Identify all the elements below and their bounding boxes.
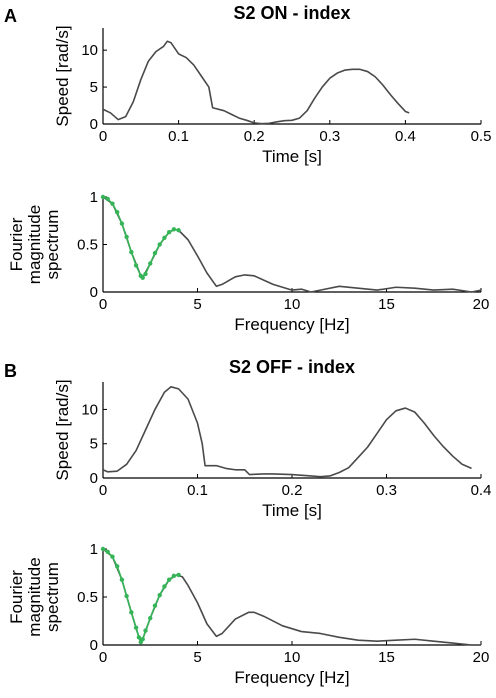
x-tick-label: 20 xyxy=(473,296,490,313)
fit-point xyxy=(124,234,129,240)
y-tick-label: 0 xyxy=(90,284,98,301)
fit-point xyxy=(166,577,172,582)
y-axis-label-line: Fourier xyxy=(7,570,26,624)
fit-point xyxy=(148,615,153,621)
chart-2: 0 5 10 15 20 0 0.5 1 Frequency [Hz] Fourier magnit… xyxy=(7,189,489,334)
panel-letter-b: B xyxy=(4,361,17,381)
chart-1: 0 0.1 0.2 0.3 0.4 0.5 0 5 10 Time [s] Speed [rad/s… xyxy=(53,25,491,166)
x-tick-label: 0.4 xyxy=(395,128,416,145)
panel-letter-a: A xyxy=(4,6,17,26)
series-line-main xyxy=(102,40,410,125)
y-tick-label: 10 xyxy=(81,42,98,59)
fit-point xyxy=(140,275,145,280)
fit-point xyxy=(129,249,134,255)
x-tick-label: 5 xyxy=(193,296,201,313)
fit-point xyxy=(110,201,115,206)
fit-point xyxy=(110,554,115,559)
fit-point xyxy=(152,603,158,608)
y-tick-label: 5 xyxy=(90,436,98,453)
chart-4: 0 5 10 15 20 0 0.5 1 Frequency [Hz] Fourier magnit… xyxy=(7,541,489,687)
x-tick-label: 0.2 xyxy=(244,128,265,145)
y-axis-label-line: Fourier xyxy=(7,217,26,271)
panel-title-a: S2 ON - index xyxy=(233,3,350,23)
y-axis-label: Speed [rad/s] xyxy=(53,25,72,126)
fit-point xyxy=(148,261,153,266)
x-tick-label: 10 xyxy=(284,649,301,666)
y-tick-label: 0 xyxy=(90,637,98,654)
y-tick-label: 0.5 xyxy=(77,589,98,606)
y-tick-label: 10 xyxy=(81,401,98,418)
y-axis-label-line: spectrum xyxy=(43,210,62,280)
fit-point xyxy=(157,592,162,598)
fit-point xyxy=(105,549,110,555)
x-tick-label: 0.4 xyxy=(471,482,492,499)
x-tick-label: 0.1 xyxy=(168,128,189,145)
fit-point xyxy=(176,572,181,578)
y-tick-label: 0 xyxy=(90,116,98,133)
fit-point xyxy=(124,593,129,599)
x-tick-label: 5 xyxy=(193,649,201,666)
fit-point xyxy=(136,635,142,640)
x-axis-label: Frequency [Hz] xyxy=(234,315,349,334)
fit-point xyxy=(176,228,181,233)
fit-point xyxy=(157,242,162,247)
fit-point xyxy=(114,210,120,215)
fit-point xyxy=(133,263,139,268)
x-tick-label: 15 xyxy=(378,296,395,313)
fit-point xyxy=(166,229,172,235)
x-axis-label: Frequency [Hz] xyxy=(234,668,349,687)
fit-point xyxy=(143,271,148,277)
fit-point xyxy=(105,196,110,202)
x-tick-label: 10 xyxy=(284,296,301,313)
chart-3: 0 0.1 0.2 0.3 0.4 0 5 10 Time [s] Speed [rad/s] xyxy=(53,379,491,520)
x-tick-label: 0 xyxy=(99,482,107,499)
series-line-main xyxy=(102,385,472,478)
x-tick-label: 0 xyxy=(99,128,107,145)
x-tick-label: 0 xyxy=(99,296,107,313)
x-tick-label: 0 xyxy=(99,649,107,666)
fit-point xyxy=(133,625,139,630)
y-tick-label: 0.5 xyxy=(77,237,98,254)
x-axis-label: Time [s] xyxy=(262,147,322,166)
fit-point xyxy=(100,194,106,200)
fit-point xyxy=(171,227,177,232)
x-tick-label: 0.2 xyxy=(282,482,303,499)
x-tick-label: 0.3 xyxy=(319,128,340,145)
x-tick-label: 0.5 xyxy=(471,128,492,145)
y-tick-label: 1 xyxy=(90,189,98,206)
fit-point xyxy=(129,610,134,615)
fit-point xyxy=(119,221,125,226)
x-tick-label: 20 xyxy=(473,649,490,666)
y-axis-label: Speed [rad/s] xyxy=(53,379,72,480)
y-tick-label: 5 xyxy=(90,79,98,96)
fit-point xyxy=(143,628,148,633)
y-tick-label: 1 xyxy=(90,541,98,558)
x-axis-label: Time [s] xyxy=(262,501,322,520)
x-tick-label: 15 xyxy=(378,649,395,666)
y-axis-label-line: magnitude xyxy=(25,205,44,284)
fit-point xyxy=(100,546,106,552)
x-tick-label: 0.3 xyxy=(376,482,397,499)
fit-point xyxy=(162,584,167,589)
y-axis-label-line: magnitude xyxy=(25,557,44,636)
fit-point xyxy=(119,577,125,582)
fit-point xyxy=(152,250,158,256)
fit-point xyxy=(140,637,145,642)
x-tick-label: 0.1 xyxy=(187,482,208,499)
fit-point xyxy=(114,564,120,569)
y-tick-label: 0 xyxy=(90,470,98,487)
fit-point xyxy=(171,573,177,579)
y-axis-label-line: spectrum xyxy=(43,562,62,632)
panel-title-b: S2 OFF - index xyxy=(229,357,355,377)
fit-point xyxy=(162,235,167,241)
